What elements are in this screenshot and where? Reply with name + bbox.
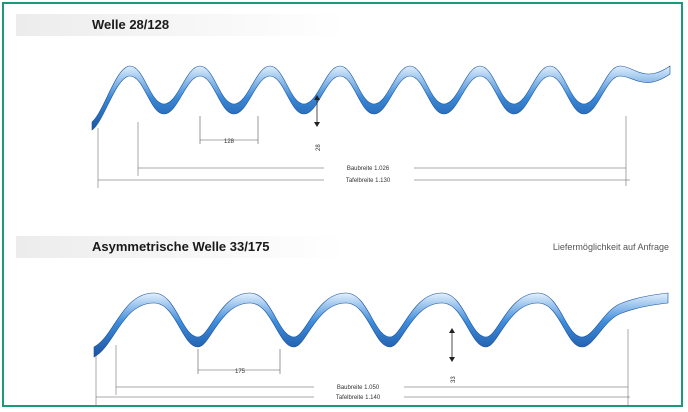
profile-1-inner-width: Baubreite 1.026 [347,166,390,172]
profile-2-outer-width: Tafelbreite 1.140 [336,395,381,401]
section-2-title-bar [16,236,346,258]
profile-1-pitch-label: 128 [224,139,235,145]
profile-1-diagram: 128 28 Baubreite 1.026 Tafelbreite 1.130 [91,65,671,188]
section-2-title: Asymmetrische Welle 33/175 [92,239,270,254]
sheet-2-body [93,292,669,358]
profile-2-pitch-label: 175 [235,369,246,375]
section-1-title: Welle 28/128 [92,17,170,32]
profile-1-height-label: 28 [316,144,322,151]
profile-1-outer-width: Tafelbreite 1.130 [346,178,391,184]
section-2-note: Liefermöglichkeit auf Anfrage [552,242,669,252]
figure-frame: Welle 28/128 128 28 [2,2,683,407]
profile-2-inner-width: Baubreite 1.050 [337,385,380,391]
sheet-1-body [91,65,671,131]
section-1-title-bar [16,14,346,36]
profile-2-height-label: 33 [451,376,457,383]
profile-2-diagram: 175 33 Baubreite 1.050 Tafelbreite 1.140 [93,292,669,405]
